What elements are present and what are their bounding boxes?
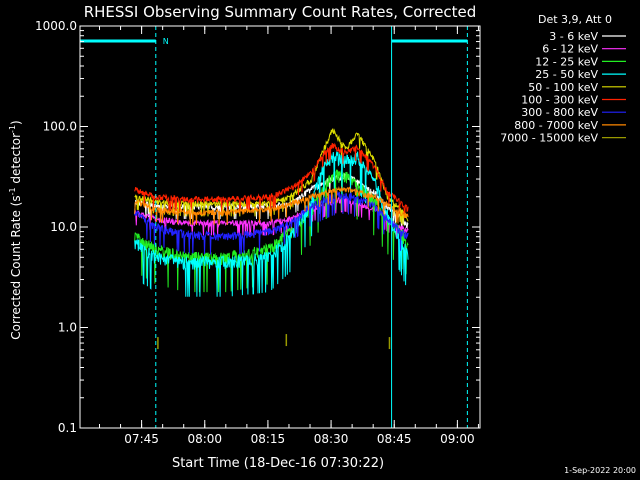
legend-label: 6 - 12 keV	[542, 43, 598, 56]
y-axis: 1000.0 100.0 10.0 1.0 0.1	[35, 19, 480, 435]
y-tick-label: 1000.0	[35, 19, 77, 33]
legend-label: 50 - 100 keV	[528, 81, 598, 94]
legend-item: 7000 - 15000 keV	[500, 132, 626, 145]
legend-label: 300 - 800 keV	[521, 106, 598, 119]
chart-title: RHESSI Observing Summary Count Rates, Co…	[84, 3, 477, 21]
legend-item: 6 - 12 keV	[542, 43, 626, 56]
legend-item: 12 - 25 keV	[535, 55, 626, 68]
x-tick-label: 07:45	[124, 432, 159, 446]
legend-item: 800 - 7000 keV	[514, 119, 626, 132]
series-trace	[134, 169, 409, 293]
series-line	[134, 142, 409, 219]
series-line	[134, 151, 409, 297]
legend-header: Det 3,9, Att 0	[538, 13, 612, 26]
series-trace	[134, 186, 409, 225]
legend-label: 7000 - 15000 keV	[500, 132, 598, 145]
legend-label: 800 - 7000 keV	[514, 119, 598, 132]
y-tick-label: 100.0	[43, 120, 77, 134]
y-axis-title: Corrected Count Rate (s-1 detector-1)	[8, 120, 23, 339]
x-tick-label: 08:45	[377, 432, 412, 446]
series-trace	[134, 142, 409, 219]
x-tick-label: 08:00	[187, 432, 222, 446]
series-line	[134, 169, 409, 293]
y-tick-label: 10.0	[50, 220, 77, 234]
y-tick-label: 1.0	[58, 321, 77, 335]
series-layer	[134, 128, 409, 350]
series-line	[134, 196, 409, 241]
series-trace	[134, 128, 409, 226]
x-tick-label: 08:15	[251, 432, 286, 446]
legend-item: 100 - 300 keV	[521, 94, 626, 107]
legend-item: 50 - 100 keV	[528, 81, 626, 94]
series-trace	[134, 151, 409, 297]
legend-item: 300 - 800 keV	[521, 106, 626, 119]
legend-label: 25 - 50 keV	[535, 68, 598, 81]
series-trace	[134, 196, 409, 241]
x-tick-label: 09:00	[440, 432, 475, 446]
x-axis-title: Start Time (18-Dec-16 07:30:22)	[172, 456, 384, 471]
x-tick-label: 08:30	[314, 432, 349, 446]
x-axis: 07:45 08:00 08:15 08:30 08:45 09:00	[98, 26, 479, 446]
legend-item: 25 - 50 keV	[535, 68, 626, 81]
y-tick-label: 0.1	[58, 421, 77, 435]
legend-label: 100 - 300 keV	[521, 94, 598, 107]
series-line	[134, 186, 409, 225]
series-line	[134, 190, 409, 255]
series-line	[134, 128, 409, 226]
series-trace	[134, 190, 409, 255]
legend-item: 3 - 6 keV	[549, 30, 626, 43]
legend-label: 3 - 6 keV	[549, 30, 598, 43]
generation-timestamp: 1-Sep-2022 20:00	[564, 466, 636, 475]
flag-label: N	[163, 37, 169, 46]
legend-label: 12 - 25 keV	[535, 55, 598, 68]
